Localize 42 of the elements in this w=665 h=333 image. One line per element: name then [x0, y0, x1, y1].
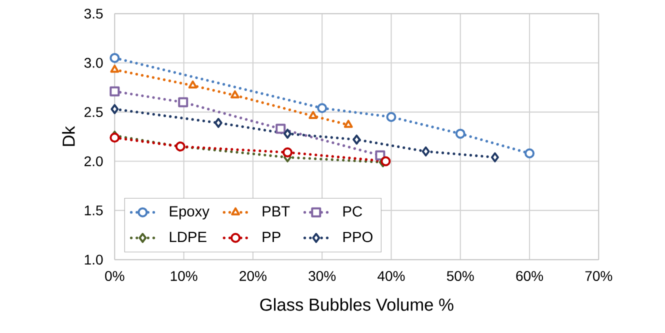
x-axis-title: Glass Bubbles Volume %	[260, 298, 454, 311]
legend-label: PP	[262, 232, 280, 242]
point	[352, 134, 361, 145]
point	[284, 128, 292, 139]
point	[214, 118, 222, 128]
legend-label: PC	[343, 206, 362, 217]
point	[317, 103, 328, 114]
point	[380, 156, 391, 166]
legend-label: PBT	[262, 206, 290, 216]
point	[188, 80, 198, 89]
point	[110, 86, 120, 96]
point	[344, 120, 353, 128]
point	[230, 90, 240, 98]
x-tick-label: 70%	[585, 271, 612, 281]
y-tick-label: 3.0	[84, 58, 103, 68]
point	[524, 148, 535, 158]
point	[422, 146, 430, 156]
point	[455, 128, 466, 139]
x-tick-label: 10%	[170, 271, 198, 281]
x-tick-label: 30%	[308, 271, 336, 281]
point	[276, 124, 286, 134]
point	[110, 52, 120, 63]
y-tick-label: 2.5	[84, 107, 103, 118]
y-tick-label: 2.0	[84, 156, 103, 166]
legend-label: LDPE	[170, 232, 206, 242]
y-tick-label: 3.5	[84, 8, 103, 19]
x-tick-label: 0%	[105, 271, 124, 281]
x-tick-label: 40%	[378, 271, 405, 281]
legend-label: PPO	[343, 232, 372, 242]
x-tick-label: 60%	[516, 271, 544, 281]
point	[110, 104, 119, 114]
y-tick-label: 1.5	[84, 206, 103, 216]
point	[308, 111, 318, 120]
x-tick-label: 50%	[446, 271, 474, 281]
y-axis-title: Dk	[62, 126, 75, 146]
point	[386, 112, 396, 122]
y-tick-label: 1.0	[84, 254, 103, 265]
legend-label: Epoxy	[170, 206, 210, 220]
point	[282, 147, 293, 158]
x-tick-label: 20%	[240, 271, 266, 281]
point	[178, 97, 188, 108]
point	[490, 152, 499, 162]
